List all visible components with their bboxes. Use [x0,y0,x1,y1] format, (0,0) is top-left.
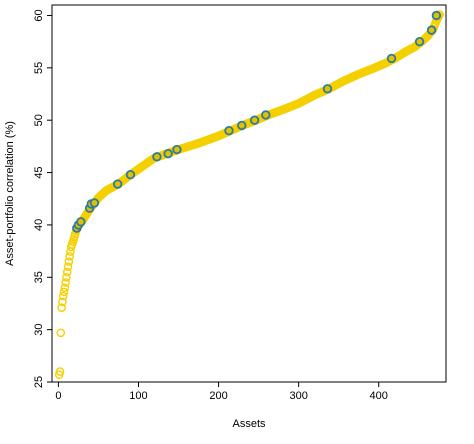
data-point [61,278,70,287]
data-point [60,283,70,293]
highlight-layer [72,10,442,233]
y-tick-label: 40 [33,219,45,231]
x-axis: 0 100 200 300 400 [55,382,388,402]
highlighted-point [249,115,260,125]
data-point [57,303,66,312]
x-axis-title: Assets [232,418,266,430]
data-point [65,252,74,261]
y-axis: 25 30 35 40 45 50 55 60 [33,9,52,388]
y-tick-label: 35 [33,271,45,283]
y-axis-title: Asset-portfolio correlation (%) [4,121,16,266]
highlighted-point [386,53,397,64]
y-tick-label: 45 [33,166,45,178]
data-point [58,291,68,301]
highlighted-point [152,152,162,162]
data-point [64,257,74,266]
highlighted-point [322,84,333,94]
y-tick-label: 25 [33,376,45,388]
highlighted-point [172,144,182,155]
y-tick-label: 55 [33,62,45,74]
y-tick-label: 30 [33,324,45,336]
highlighted-point [89,198,100,208]
highlighted-point [237,120,247,131]
data-point [62,267,72,277]
y-tick-label: 60 [33,9,45,21]
x-tick-label: 200 [209,390,227,402]
plot-frame [51,4,447,383]
highlighted-point [163,149,173,159]
highlighted-point [414,36,425,47]
data-point [56,328,66,338]
highlighted-point [426,25,437,35]
data-point [55,367,65,376]
data-point [59,287,69,297]
x-tick-label: 400 [370,390,388,402]
data-point [62,272,71,282]
highlighted-point [76,217,86,227]
highlighted-point [125,169,136,180]
highlighted-point [112,179,123,189]
highlighted-point [224,125,234,136]
x-tick-label: 0 [55,390,61,402]
highlighted-point [261,110,271,120]
points-layer [54,10,444,379]
y-tick-label: 50 [33,114,45,126]
highlighted-point [431,10,442,21]
x-tick-label: 100 [129,390,147,402]
data-point [58,297,67,307]
data-point [63,262,73,272]
x-tick-label: 300 [289,390,307,402]
